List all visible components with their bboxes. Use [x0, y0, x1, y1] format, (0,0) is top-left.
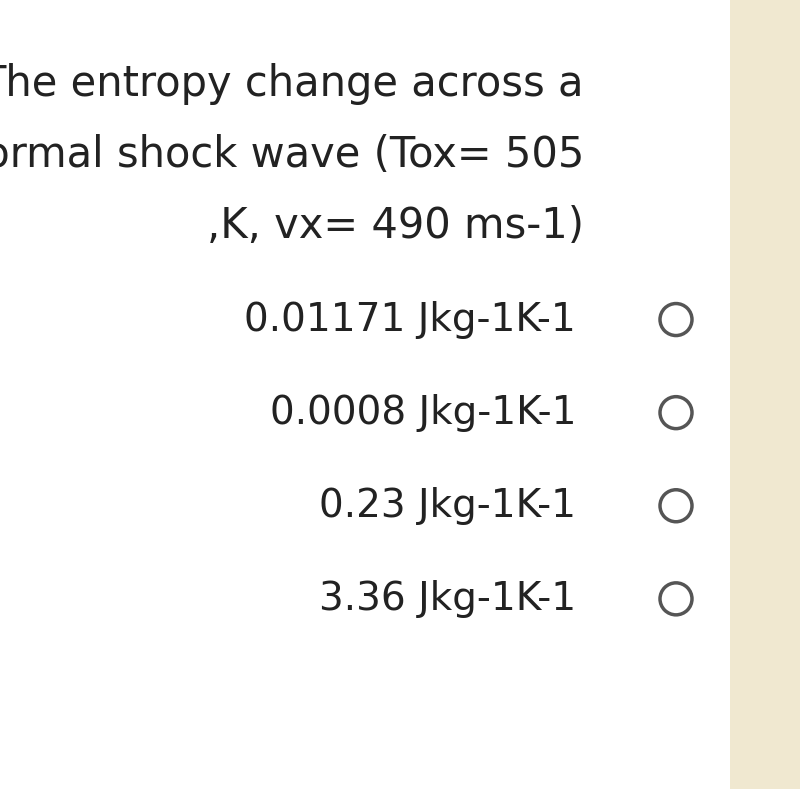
Text: 0.0008 Jkg-1K-1: 0.0008 Jkg-1K-1 — [270, 394, 576, 432]
Text: 0.01171 Jkg-1K-1: 0.01171 Jkg-1K-1 — [244, 301, 576, 338]
Text: normal shock wave (Tox= 505: normal shock wave (Tox= 505 — [0, 134, 584, 176]
Text: 3.36 Jkg-1K-1: 3.36 Jkg-1K-1 — [319, 580, 576, 618]
Bar — [730, 0, 800, 789]
Text: The entropy change across a: The entropy change across a — [0, 63, 584, 105]
Text: 0.23 Jkg-1K-1: 0.23 Jkg-1K-1 — [319, 487, 576, 525]
Text: ,K, vx= 490 ms-1): ,K, vx= 490 ms-1) — [207, 205, 584, 247]
